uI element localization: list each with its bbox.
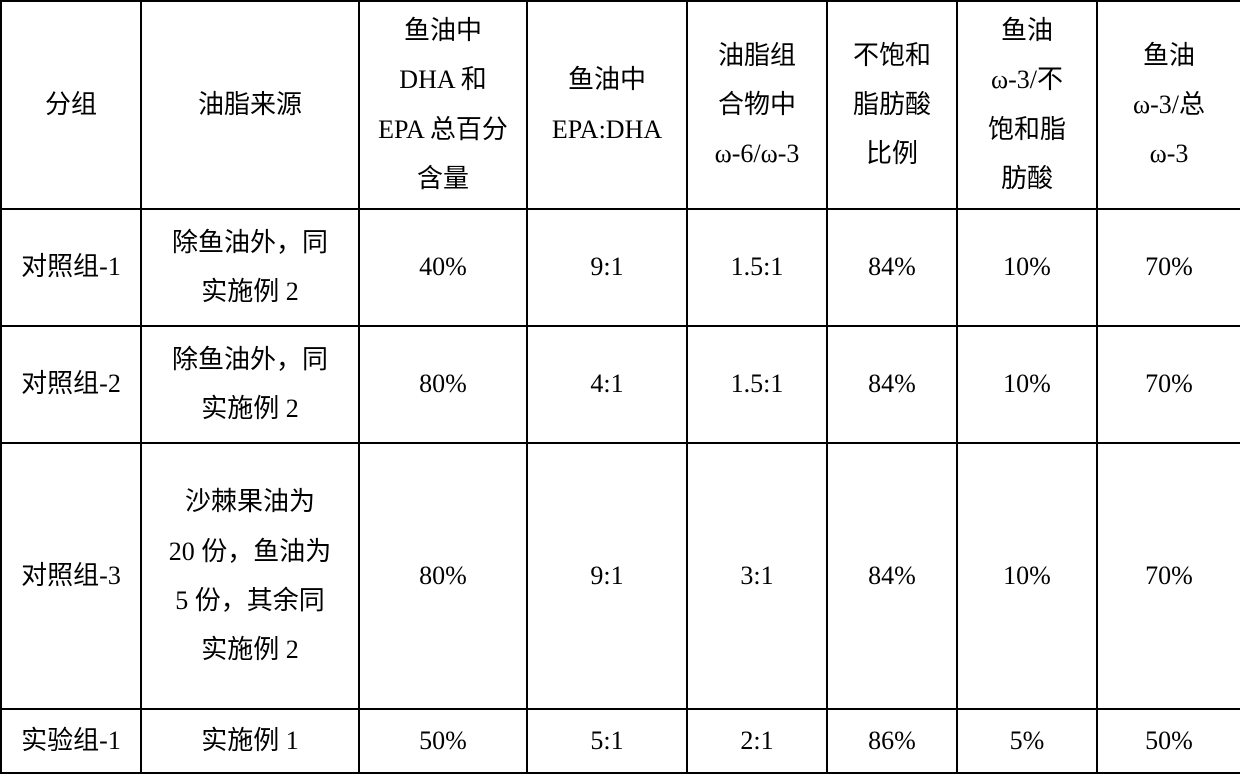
- cell-unsat-pct: 84%: [827, 443, 957, 710]
- table-header-row: 分组 油脂来源 鱼油中DHA 和EPA 总百分含量 鱼油中EPA:DHA 油脂组…: [1, 1, 1240, 209]
- cell-dha-epa-pct: 80%: [359, 443, 527, 710]
- col-header-group: 分组: [1, 1, 141, 209]
- cell-w3-total: 70%: [1097, 443, 1240, 710]
- cell-w6-w3: 2:1: [687, 709, 827, 773]
- cell-w3-total: 70%: [1097, 326, 1240, 443]
- col-header-unsat-pct: 不饱和脂肪酸比例: [827, 1, 957, 209]
- cell-group: 实验组-1: [1, 709, 141, 773]
- cell-group: 对照组-3: [1, 443, 141, 710]
- col-header-w6-w3: 油脂组合物中ω-6/ω-3: [687, 1, 827, 209]
- cell-w6-w3: 1.5:1: [687, 326, 827, 443]
- col-header-source: 油脂来源: [141, 1, 359, 209]
- table-row: 对照组-3 沙棘果油为20 份，鱼油为5 份，其余同实施例 2 80% 9:1 …: [1, 443, 1240, 710]
- cell-source: 实施例 1: [141, 709, 359, 773]
- cell-w3-unsat: 10%: [957, 209, 1097, 326]
- cell-w3-unsat: 10%: [957, 443, 1097, 710]
- cell-source: 除鱼油外，同实施例 2: [141, 326, 359, 443]
- cell-source: 沙棘果油为20 份，鱼油为5 份，其余同实施例 2: [141, 443, 359, 710]
- col-header-w3-total: 鱼油ω-3/总ω-3: [1097, 1, 1240, 209]
- cell-dha-epa-pct: 40%: [359, 209, 527, 326]
- cell-epa-dha: 9:1: [527, 443, 687, 710]
- table-row: 实验组-1 实施例 1 50% 5:1 2:1 86% 5% 50%: [1, 709, 1240, 773]
- table-row: 对照组-1 除鱼油外，同实施例 2 40% 9:1 1.5:1 84% 10% …: [1, 209, 1240, 326]
- cell-epa-dha: 5:1: [527, 709, 687, 773]
- cell-unsat-pct: 86%: [827, 709, 957, 773]
- cell-dha-epa-pct: 80%: [359, 326, 527, 443]
- col-header-epa-dha: 鱼油中EPA:DHA: [527, 1, 687, 209]
- col-header-dha-epa-pct: 鱼油中DHA 和EPA 总百分含量: [359, 1, 527, 209]
- cell-epa-dha: 4:1: [527, 326, 687, 443]
- data-table: 分组 油脂来源 鱼油中DHA 和EPA 总百分含量 鱼油中EPA:DHA 油脂组…: [0, 0, 1240, 774]
- table-row: 对照组-2 除鱼油外，同实施例 2 80% 4:1 1.5:1 84% 10% …: [1, 326, 1240, 443]
- col-header-w3-unsat: 鱼油ω-3/不饱和脂肪酸: [957, 1, 1097, 209]
- cell-group: 对照组-2: [1, 326, 141, 443]
- cell-group: 对照组-1: [1, 209, 141, 326]
- cell-w3-unsat: 5%: [957, 709, 1097, 773]
- cell-w3-total: 50%: [1097, 709, 1240, 773]
- cell-w6-w3: 1.5:1: [687, 209, 827, 326]
- cell-unsat-pct: 84%: [827, 326, 957, 443]
- cell-w3-unsat: 10%: [957, 326, 1097, 443]
- cell-w3-total: 70%: [1097, 209, 1240, 326]
- cell-unsat-pct: 84%: [827, 209, 957, 326]
- cell-source: 除鱼油外，同实施例 2: [141, 209, 359, 326]
- cell-epa-dha: 9:1: [527, 209, 687, 326]
- cell-dha-epa-pct: 50%: [359, 709, 527, 773]
- cell-w6-w3: 3:1: [687, 443, 827, 710]
